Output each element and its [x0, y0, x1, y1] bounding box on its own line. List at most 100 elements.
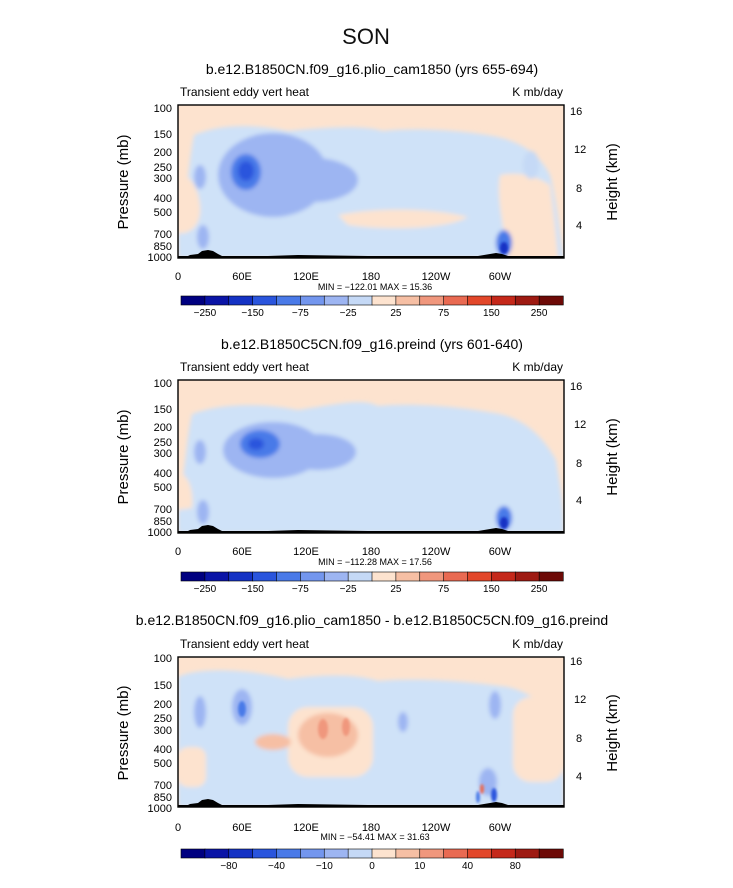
xtick-60E: 60E — [232, 822, 252, 834]
ytick-150: 150 — [154, 680, 172, 692]
panel-3-east-positive — [513, 697, 564, 782]
panel-3-pos-core-2 — [342, 718, 350, 736]
panel-1-right-axis: 16 12 8 4 — [570, 106, 586, 232]
ytick-250: 250 — [154, 162, 172, 174]
panel-3-height-label: Height (km) — [604, 694, 621, 772]
panel-1-positive-lens-1 — [338, 209, 468, 229]
panel-3-title: b.e12.B1850CN.f09_g16.plio_cam1850 - b.e… — [136, 612, 608, 628]
panel-3-pos-band-3 — [255, 734, 291, 750]
panel-3-left-axis: 100 150 200 250 300 400 500 700 850 1000 — [148, 653, 172, 815]
panel-2-pressure-label: Pressure (mb) — [115, 409, 132, 504]
colorbar-swatch — [228, 848, 254, 859]
ytick-200: 200 — [154, 422, 172, 434]
panel-3-sa-dipole-pos — [480, 784, 484, 794]
colorbar-label: −10 — [316, 861, 333, 872]
ytick-400: 400 — [154, 468, 172, 480]
ytick-1000: 1000 — [148, 252, 172, 264]
panel-3: b.e12.B1850CN.f09_g16.plio_cam1850 - b.e… — [115, 612, 621, 872]
ytick-300: 300 — [154, 173, 172, 185]
colorbar-swatch — [228, 295, 254, 306]
colorbar-swatch — [276, 571, 301, 582]
xtick-180: 180 — [362, 546, 380, 558]
panel-1-units: K mb/day — [512, 85, 563, 99]
panel-1-left-axis: 100 150 200 250 300 400 500 700 850 1000 — [148, 103, 172, 264]
xtick-0: 0 — [175, 271, 181, 283]
colorbar-swatch — [419, 571, 445, 582]
panel-2-height-label: Height (km) — [604, 418, 621, 496]
colorbar-label: 80 — [510, 861, 522, 872]
panel-1-field-label: Transient eddy vert heat — [180, 85, 310, 99]
colorbar-swatch — [204, 571, 230, 582]
y2tick-8: 8 — [576, 733, 582, 745]
panel-1-stats: MIN = −122.01 MAX = 15.36 — [318, 282, 432, 292]
xtick-120E: 120E — [293, 271, 319, 283]
panel-2: b.e12.B1850C5CN.f09_g16.preind (yrs 601-… — [115, 336, 621, 595]
colorbar-swatch — [300, 295, 325, 306]
colorbar-swatch — [491, 295, 516, 306]
colorbar-label: 10 — [414, 861, 426, 872]
y2tick-4: 4 — [576, 495, 582, 507]
colorbar-label: −25 — [340, 308, 357, 319]
panel-3-neg-sa-upper — [489, 691, 501, 719]
colorbar-swatch — [371, 295, 397, 306]
colorbar-swatch — [347, 848, 373, 859]
ytick-250: 250 — [154, 437, 172, 449]
ytick-500: 500 — [154, 482, 172, 494]
ytick-150: 150 — [154, 129, 172, 141]
colorbar-swatch — [491, 848, 516, 859]
colorbar-label: 25 — [390, 308, 402, 319]
xtick-60W: 60W — [489, 822, 512, 834]
ytick-850: 850 — [154, 792, 172, 804]
colorbar-swatch — [491, 571, 516, 582]
colorbar-label: −40 — [268, 861, 285, 872]
y2tick-12: 12 — [574, 694, 586, 706]
panel-2-positive-lens-1 — [178, 472, 193, 510]
y2tick-16: 16 — [570, 656, 582, 668]
colorbar-swatch — [347, 295, 373, 306]
season-title: SON — [342, 24, 390, 49]
ytick-1000: 1000 — [148, 803, 172, 815]
panel-2-x-axis: 0 60E 120E 180 120W 60W — [175, 546, 512, 558]
panel-1-plot-area — [178, 105, 564, 258]
panel-1-positive-lens-3 — [178, 174, 201, 234]
panel-3-right-axis: 16 12 8 4 — [570, 656, 586, 783]
ytick-700: 700 — [154, 780, 172, 792]
xtick-0: 0 — [175, 822, 181, 834]
panel-2-units: K mb/day — [512, 360, 563, 374]
panel-3-pressure-label: Pressure (mb) — [115, 685, 132, 780]
colorbar-swatch — [323, 571, 349, 582]
panel-1-title: b.e12.B1850CN.f09_g16.plio_cam1850 (yrs … — [206, 61, 538, 77]
colorbar-swatch — [538, 571, 564, 582]
colorbar-swatch — [419, 295, 445, 306]
panel-1-west-blob — [194, 165, 206, 189]
colorbar-swatch — [180, 295, 206, 306]
colorbar-swatch — [467, 571, 492, 582]
ytick-100: 100 — [154, 653, 172, 665]
panel-1-colorbar: −250 −150 −75 −25 25 75 150 250 — [180, 295, 564, 319]
ytick-100: 100 — [154, 378, 172, 390]
colorbar-swatch — [443, 571, 469, 582]
y2tick-16: 16 — [570, 381, 582, 393]
y2tick-4: 4 — [576, 771, 582, 783]
ytick-200: 200 — [154, 147, 172, 159]
ytick-400: 400 — [154, 744, 172, 756]
panel-2-west-blob — [194, 440, 206, 464]
panel-3-units: K mb/day — [512, 637, 563, 651]
panel-2-title: b.e12.B1850C5CN.f09_g16.preind (yrs 601-… — [221, 336, 523, 352]
colorbar-label: 250 — [531, 584, 548, 595]
panel-3-topography — [178, 799, 564, 807]
colorbar-swatch — [276, 848, 301, 859]
panel-2-left-axis: 100 150 200 250 300 400 500 700 850 1000 — [148, 378, 172, 539]
colorbar-label: 25 — [390, 584, 402, 595]
panel-2-stats: MIN = −112.28 MAX = 17.56 — [318, 557, 432, 567]
panel-3-pos-core-1 — [318, 719, 328, 739]
panel-1-pressure-label: Pressure (mb) — [115, 134, 132, 229]
colorbar-swatch — [443, 295, 469, 306]
colorbar-swatch — [419, 848, 445, 859]
colorbar-swatch — [371, 571, 397, 582]
colorbar-swatch — [395, 295, 421, 306]
panel-1-sa-lowlevel-core — [500, 242, 508, 254]
panel-3-pos-band-2 — [328, 719, 358, 751]
ytick-850: 850 — [154, 516, 172, 528]
